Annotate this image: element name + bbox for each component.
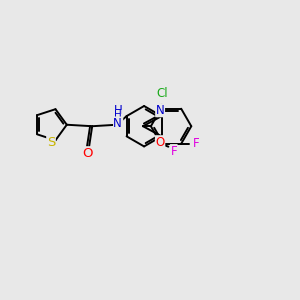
Text: N: N — [113, 117, 122, 130]
Text: Cl: Cl — [157, 87, 168, 100]
Text: S: S — [47, 136, 55, 149]
Text: O: O — [82, 147, 92, 160]
Text: F: F — [170, 145, 177, 158]
Text: H
N: H N — [114, 104, 123, 132]
Text: H: H — [114, 110, 122, 120]
Text: O: O — [155, 136, 165, 149]
Text: F: F — [193, 137, 200, 150]
Text: N: N — [156, 104, 164, 117]
